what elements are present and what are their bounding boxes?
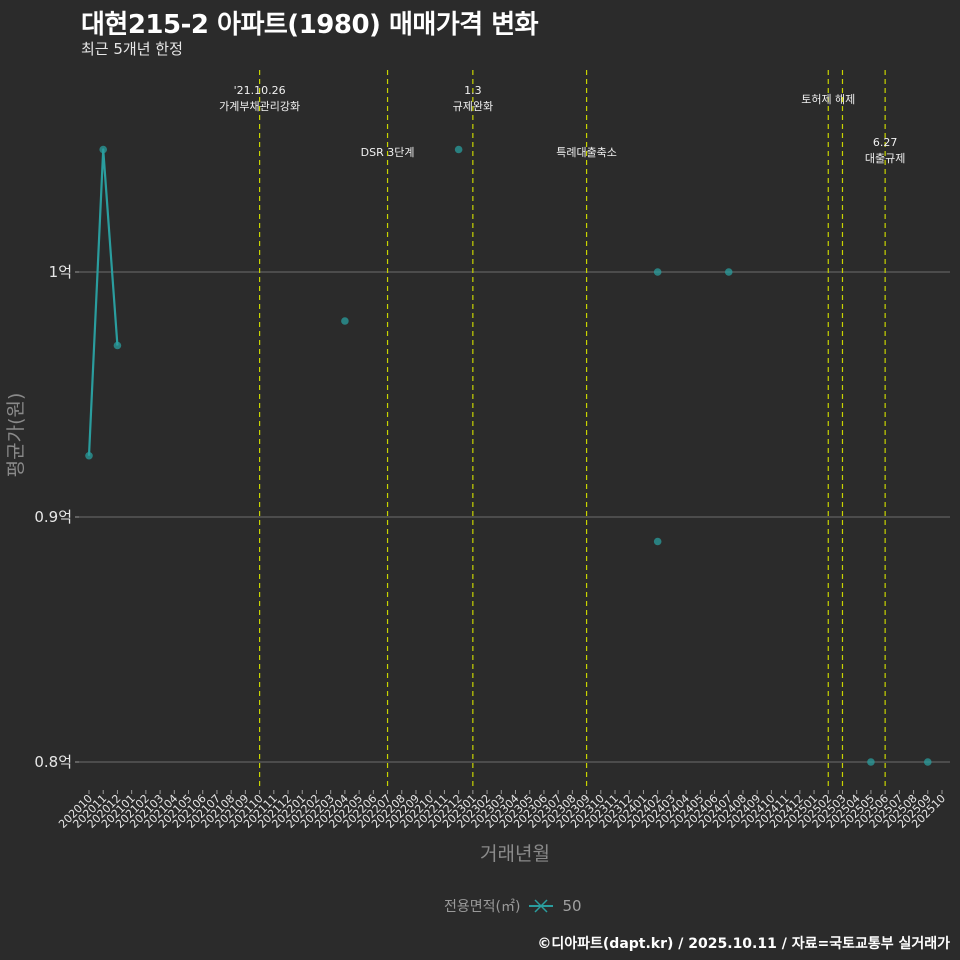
event-label: DSR 3단계 xyxy=(361,146,415,159)
y-tick-label: 1억 xyxy=(49,263,72,281)
event-label: 특례대출축소 xyxy=(556,146,617,159)
data-point xyxy=(653,537,662,546)
data-point xyxy=(99,145,108,154)
event-label: '21.10.26 xyxy=(234,84,286,97)
legend-item-50: 50 xyxy=(562,897,582,915)
data-point xyxy=(341,317,349,325)
data-point xyxy=(85,451,93,460)
x-axis: 2020102020112020122021012021022021032021… xyxy=(56,790,948,831)
data-point xyxy=(454,145,463,154)
series-50 xyxy=(85,145,932,766)
y-gridlines xyxy=(79,271,950,763)
data-point xyxy=(724,268,733,276)
data-point xyxy=(653,268,662,276)
y-tick-label: 0.9억 xyxy=(34,508,72,526)
event-label: 가계부채관리강화 xyxy=(219,100,300,113)
chart-subtitle: 최근 5개년 한정 xyxy=(81,40,183,58)
legend: 전용면적(㎡) 50 xyxy=(444,896,582,916)
x-axis-title: 거래년월 xyxy=(480,843,550,865)
y-axis-title: 평균가(원) xyxy=(5,393,27,478)
event-label: 6.27 xyxy=(873,136,898,149)
data-point xyxy=(867,758,875,766)
y-axis: 0.8억 0.9억 1억 xyxy=(34,263,79,771)
series-line xyxy=(87,148,119,456)
event-label: 규제완화 xyxy=(453,100,493,113)
y-tick-label: 0.8억 xyxy=(34,753,72,771)
event-label: 1.3 xyxy=(464,84,482,97)
chart-title: 대현215-2 아파트(1980) 매매가격 변화 xyxy=(81,10,539,40)
data-point xyxy=(923,758,932,766)
event-label: 대출규제 xyxy=(865,152,905,165)
legend-title: 전용면적(㎡) xyxy=(444,899,521,915)
legend-line-point-icon xyxy=(529,899,554,913)
data-point xyxy=(113,341,122,350)
source-caption: ©디아파트(dapt.kr) / 2025.10.11 / 자료=국토교통부 실… xyxy=(537,936,950,952)
event-label: 토허제 해제 xyxy=(801,92,855,106)
